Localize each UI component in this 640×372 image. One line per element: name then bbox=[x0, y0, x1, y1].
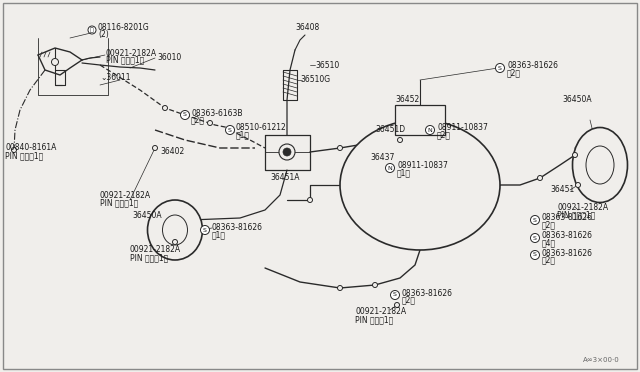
Circle shape bbox=[88, 26, 96, 34]
Text: 36450A: 36450A bbox=[562, 96, 591, 105]
Text: 08363-6163B: 08363-6163B bbox=[191, 109, 243, 118]
Text: （4）: （4） bbox=[542, 238, 556, 247]
Text: S: S bbox=[533, 218, 537, 222]
Text: 08363-81626: 08363-81626 bbox=[542, 214, 593, 222]
Circle shape bbox=[337, 145, 342, 151]
Circle shape bbox=[372, 282, 378, 288]
Circle shape bbox=[531, 234, 540, 243]
Text: （2）: （2） bbox=[542, 256, 556, 264]
Ellipse shape bbox=[573, 128, 627, 202]
Circle shape bbox=[200, 225, 209, 234]
Text: N: N bbox=[428, 128, 433, 132]
Bar bbox=[395, 105, 445, 135]
Circle shape bbox=[397, 138, 403, 142]
Text: 08116-8201G: 08116-8201G bbox=[98, 23, 150, 32]
Text: 36451A: 36451A bbox=[270, 173, 300, 183]
Text: 08363-81626: 08363-81626 bbox=[212, 224, 263, 232]
Text: 00921-2182A: 00921-2182A bbox=[355, 308, 406, 317]
Text: Ⓑ: Ⓑ bbox=[90, 27, 94, 33]
Text: S: S bbox=[393, 292, 397, 298]
Circle shape bbox=[575, 183, 580, 187]
Text: 36452: 36452 bbox=[395, 96, 419, 105]
Circle shape bbox=[12, 148, 17, 153]
Ellipse shape bbox=[340, 120, 500, 250]
Text: （2）: （2） bbox=[507, 68, 521, 77]
Ellipse shape bbox=[147, 200, 202, 260]
Text: PIN ピン（1）: PIN ピン（1） bbox=[106, 55, 144, 64]
Text: S: S bbox=[533, 253, 537, 257]
Circle shape bbox=[394, 302, 399, 308]
Circle shape bbox=[495, 64, 504, 73]
Circle shape bbox=[279, 144, 295, 160]
Text: （2）: （2） bbox=[191, 115, 205, 125]
Text: 08911-10837: 08911-10837 bbox=[397, 161, 448, 170]
Circle shape bbox=[390, 291, 399, 299]
Circle shape bbox=[573, 153, 577, 157]
Circle shape bbox=[426, 125, 435, 135]
Text: 00921-2182A: 00921-2182A bbox=[557, 202, 608, 212]
Text: 00840-8161A: 00840-8161A bbox=[5, 144, 56, 153]
Circle shape bbox=[531, 215, 540, 224]
Text: 36437: 36437 bbox=[370, 154, 394, 163]
Text: （1）: （1） bbox=[236, 131, 250, 140]
Text: PIN ピン（1）: PIN ピン（1） bbox=[130, 253, 168, 263]
Text: （2）: （2） bbox=[542, 221, 556, 230]
Text: 00921-2182A: 00921-2182A bbox=[106, 48, 157, 58]
Circle shape bbox=[51, 58, 58, 65]
Text: PIN ピン（1）: PIN ピン（1） bbox=[5, 151, 44, 160]
Circle shape bbox=[180, 110, 189, 119]
Text: 08510-61212: 08510-61212 bbox=[236, 124, 287, 132]
Text: （1）: （1） bbox=[212, 231, 226, 240]
Text: 36510: 36510 bbox=[315, 61, 339, 70]
Circle shape bbox=[163, 106, 168, 110]
Text: S: S bbox=[203, 228, 207, 232]
Circle shape bbox=[337, 285, 342, 291]
Text: S: S bbox=[533, 235, 537, 241]
Text: 36510G: 36510G bbox=[300, 76, 330, 84]
Circle shape bbox=[152, 145, 157, 151]
Text: 36451: 36451 bbox=[550, 186, 574, 195]
Text: 36402: 36402 bbox=[160, 148, 184, 157]
Text: PIN ピン（1）: PIN ピン（1） bbox=[100, 199, 138, 208]
Text: S: S bbox=[498, 65, 502, 71]
Text: （2）: （2） bbox=[402, 295, 416, 305]
Circle shape bbox=[385, 164, 394, 173]
Text: 00921-2182A: 00921-2182A bbox=[130, 246, 181, 254]
Circle shape bbox=[283, 148, 291, 156]
Text: S: S bbox=[228, 128, 232, 132]
Text: A∞3×00·0: A∞3×00·0 bbox=[583, 357, 620, 363]
Text: 08363-81626: 08363-81626 bbox=[402, 289, 453, 298]
Text: 36408: 36408 bbox=[295, 23, 319, 32]
Text: 36451D: 36451D bbox=[375, 125, 405, 135]
Ellipse shape bbox=[586, 146, 614, 184]
Text: （1）: （1） bbox=[397, 169, 411, 177]
Text: 00921-2182A: 00921-2182A bbox=[100, 190, 151, 199]
Text: N: N bbox=[388, 166, 392, 170]
Text: （2）: （2） bbox=[437, 131, 451, 140]
Text: 08911-10837: 08911-10837 bbox=[437, 124, 488, 132]
Circle shape bbox=[538, 176, 543, 180]
Text: (2): (2) bbox=[98, 31, 109, 39]
Text: ⌄36011: ⌄36011 bbox=[100, 74, 131, 83]
Circle shape bbox=[307, 198, 312, 202]
Circle shape bbox=[225, 125, 234, 135]
Circle shape bbox=[531, 250, 540, 260]
Text: 08363-81626: 08363-81626 bbox=[507, 61, 558, 71]
Circle shape bbox=[173, 240, 177, 244]
Text: PIN ピン（1）: PIN ピン（1） bbox=[557, 211, 595, 219]
Text: PIN ピン（1）: PIN ピン（1） bbox=[355, 315, 393, 324]
Text: 08363-81626: 08363-81626 bbox=[542, 231, 593, 241]
Text: 36010: 36010 bbox=[157, 52, 181, 61]
Text: S: S bbox=[183, 112, 187, 118]
Ellipse shape bbox=[163, 215, 188, 245]
Circle shape bbox=[207, 121, 212, 125]
Text: 36450A: 36450A bbox=[132, 211, 162, 219]
Text: 08363-81626: 08363-81626 bbox=[542, 248, 593, 257]
